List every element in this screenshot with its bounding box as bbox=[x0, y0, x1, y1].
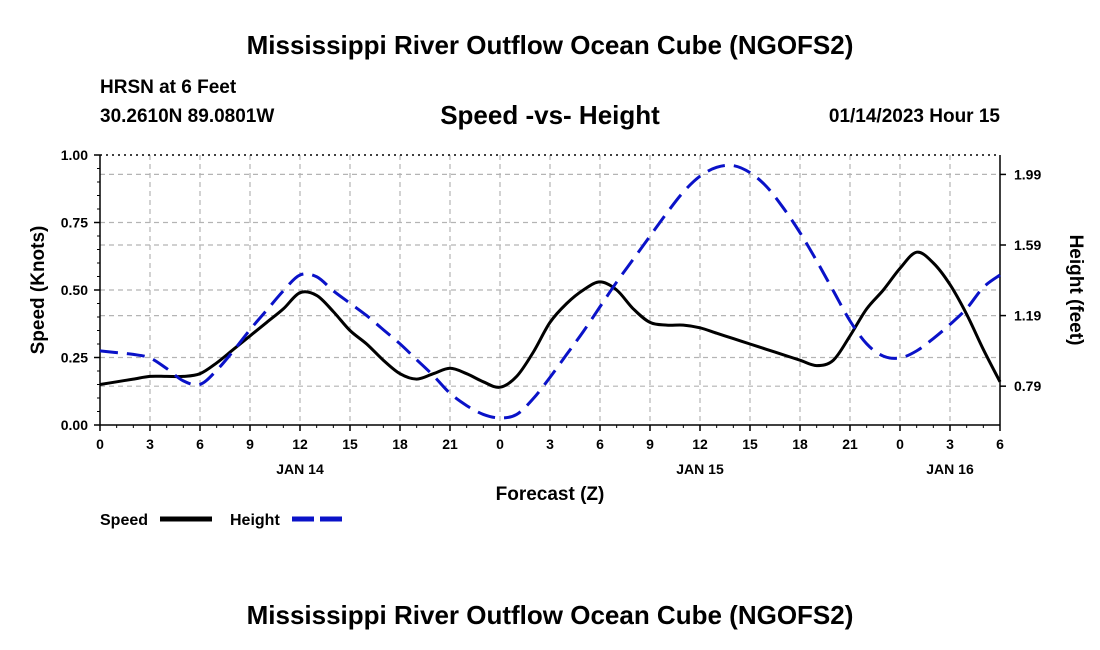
repeated-title: Mississippi River Outflow Ocean Cube (NG… bbox=[246, 600, 854, 630]
y2-tick-label: 0.79 bbox=[1014, 378, 1041, 394]
x-tick-label: 0 bbox=[96, 436, 104, 452]
x-tick-label: 6 bbox=[596, 436, 604, 452]
chart-subtitle: Speed -vs- Height bbox=[440, 100, 660, 130]
x-tick-label: 12 bbox=[692, 436, 708, 452]
y2-tick-label: 1.99 bbox=[1014, 166, 1041, 182]
x-date-label: JAN 14 bbox=[276, 461, 324, 477]
x-tick-label: 9 bbox=[646, 436, 654, 452]
x-tick-label: 15 bbox=[742, 436, 758, 452]
x-date-label: JAN 15 bbox=[676, 461, 724, 477]
x-tick-label: 15 bbox=[342, 436, 358, 452]
x-tick-label: 9 bbox=[246, 436, 254, 452]
station-label: HRSN at 6 Feet bbox=[100, 77, 237, 98]
y-axis-title: Speed (Knots) bbox=[28, 226, 49, 355]
y-tick-label: 0.00 bbox=[61, 417, 88, 433]
forecast-datetime: 01/14/2023 Hour 15 bbox=[828, 106, 1000, 127]
y-tick-label: 0.75 bbox=[61, 215, 88, 231]
station-coordinates: 30.2610N 89.0801W bbox=[100, 106, 275, 127]
x-axis-title: Forecast (Z) bbox=[496, 484, 605, 505]
x-tick-label: 6 bbox=[996, 436, 1004, 452]
y2-tick-label: 1.19 bbox=[1014, 308, 1041, 324]
y2-tick-label: 1.59 bbox=[1014, 237, 1041, 253]
x-tick-label: 18 bbox=[392, 436, 408, 452]
x-tick-label: 3 bbox=[946, 436, 954, 452]
x-tick-label: 0 bbox=[496, 436, 504, 452]
x-tick-label: 0 bbox=[896, 436, 904, 452]
legend-label-speed: Speed bbox=[100, 512, 148, 529]
x-tick-label: 18 bbox=[792, 436, 808, 452]
y-tick-label: 1.00 bbox=[61, 147, 88, 163]
x-tick-label: 6 bbox=[196, 436, 204, 452]
speed-series-line bbox=[99, 250, 1002, 389]
height-series-line bbox=[99, 163, 1001, 420]
y-tick-label: 0.25 bbox=[61, 350, 88, 366]
x-tick-label: 21 bbox=[842, 436, 858, 452]
x-tick-label: 3 bbox=[146, 436, 154, 452]
x-date-label: JAN 16 bbox=[926, 461, 974, 477]
y2-axis-title: Height (feet) bbox=[1065, 235, 1086, 346]
y-tick-label: 0.50 bbox=[61, 282, 88, 298]
x-tick-label: 21 bbox=[442, 436, 458, 452]
x-tick-label: 3 bbox=[546, 436, 554, 452]
main-title: Mississippi River Outflow Ocean Cube (NG… bbox=[246, 30, 854, 60]
x-tick-label: 12 bbox=[292, 436, 308, 452]
legend-label-height: Height bbox=[230, 512, 280, 529]
